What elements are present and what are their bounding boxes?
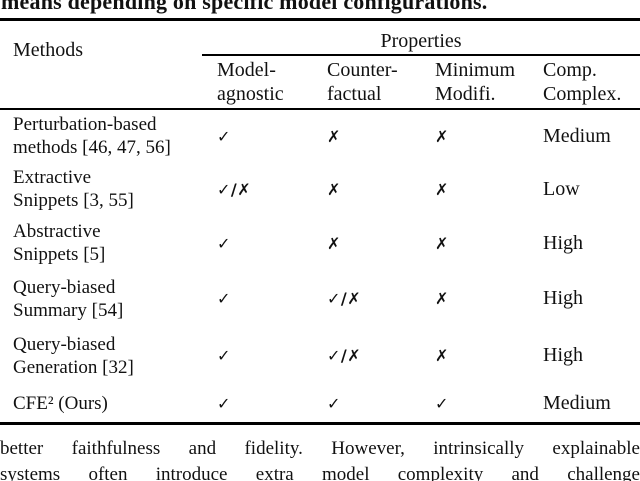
column-header-minimum-modification: Minimum Modifi. (435, 59, 516, 105)
complexity-cell: High (543, 231, 583, 254)
counterfactual-mark: ✓/✗ (327, 346, 362, 365)
table-row-extractive-snippets: Extractive Snippets [3, 55] ✓/✗ ✗ ✗ Low (0, 162, 640, 216)
complexity-cell: Medium (543, 124, 611, 147)
table-caption: means depending on specific model config… (1, 0, 488, 14)
header-bottom-rule (0, 108, 640, 110)
method-cell: Query-biased Generation [32] (13, 333, 134, 378)
body-paragraph: better faithfulness and fidelity. Howeve… (0, 436, 640, 481)
counterfactual-mark: ✗ (327, 179, 341, 199)
model-agnostic-mark: ✓ (217, 346, 231, 365)
body-text-line-2: systems often introduce extra model comp… (0, 464, 640, 481)
model-agnostic-mark: ✓/✗ (217, 179, 252, 199)
methods-column-header: Methods (13, 39, 83, 61)
minimum-modification-mark: ✓ (435, 393, 449, 413)
counterfactual-mark: ✓ (327, 393, 341, 413)
minimum-modification-mark: ✗ (435, 179, 449, 199)
method-cell: Query-biased Summary [54] (13, 276, 124, 321)
model-agnostic-mark: ✓ (217, 289, 231, 308)
complexity-cell: High (543, 287, 583, 309)
method-cell: Abstractive Snippets [5] (13, 221, 106, 265)
table-row-abstractive-snippets: Abstractive Snippets [5] ✓ ✗ ✗ High (0, 216, 640, 270)
properties-underline-rule (202, 54, 640, 56)
table-row-perturbation-based: Perturbation-based methods [46, 47, 56] … (0, 110, 640, 162)
method-cell: Perturbation-based methods [46, 47, 56] (13, 114, 171, 158)
table-body: Perturbation-based methods [46, 47, 56] … (0, 110, 640, 422)
complexity-cell: High (543, 344, 583, 366)
body-text-line-1: better faithfulness and fidelity. Howeve… (0, 438, 640, 459)
column-header-model-agnostic: Model- agnostic (217, 59, 284, 105)
complexity-cell: Medium (543, 391, 611, 414)
column-header-counterfactual: Counter- factual (327, 59, 398, 105)
table-top-rule (0, 18, 640, 21)
method-cell: CFE² (Ours) (13, 392, 108, 414)
model-agnostic-mark: ✓ (217, 393, 231, 413)
model-agnostic-mark: ✓ (217, 233, 231, 253)
counterfactual-mark: ✓/✗ (327, 289, 362, 308)
table-subheader-row: Model- agnostic Counter- factual Minimum… (0, 58, 640, 106)
counterfactual-mark: ✗ (327, 233, 341, 253)
table-row-query-biased-generation: Query-biased Generation [32] ✓ ✓/✗ ✗ Hig… (0, 327, 640, 384)
table-row-cfe2-ours: CFE² (Ours) ✓ ✓ ✓ Medium (0, 384, 640, 422)
model-agnostic-mark: ✓ (217, 126, 231, 146)
table-row-query-biased-summary: Query-biased Summary [54] ✓ ✓/✗ ✗ High (0, 270, 640, 327)
table-bottom-rule (0, 422, 640, 425)
minimum-modification-mark: ✗ (435, 346, 449, 365)
subheader-spacer (0, 58, 217, 106)
complexity-cell: Low (543, 177, 580, 200)
column-header-computational-complexity: Comp. Complex. (543, 59, 622, 105)
minimum-modification-mark: ✗ (435, 126, 449, 146)
minimum-modification-mark: ✗ (435, 289, 449, 308)
counterfactual-mark: ✗ (327, 126, 341, 146)
minimum-modification-mark: ✗ (435, 233, 449, 253)
properties-group-header: Properties (380, 30, 462, 52)
method-cell: Extractive Snippets [3, 55] (13, 167, 134, 211)
